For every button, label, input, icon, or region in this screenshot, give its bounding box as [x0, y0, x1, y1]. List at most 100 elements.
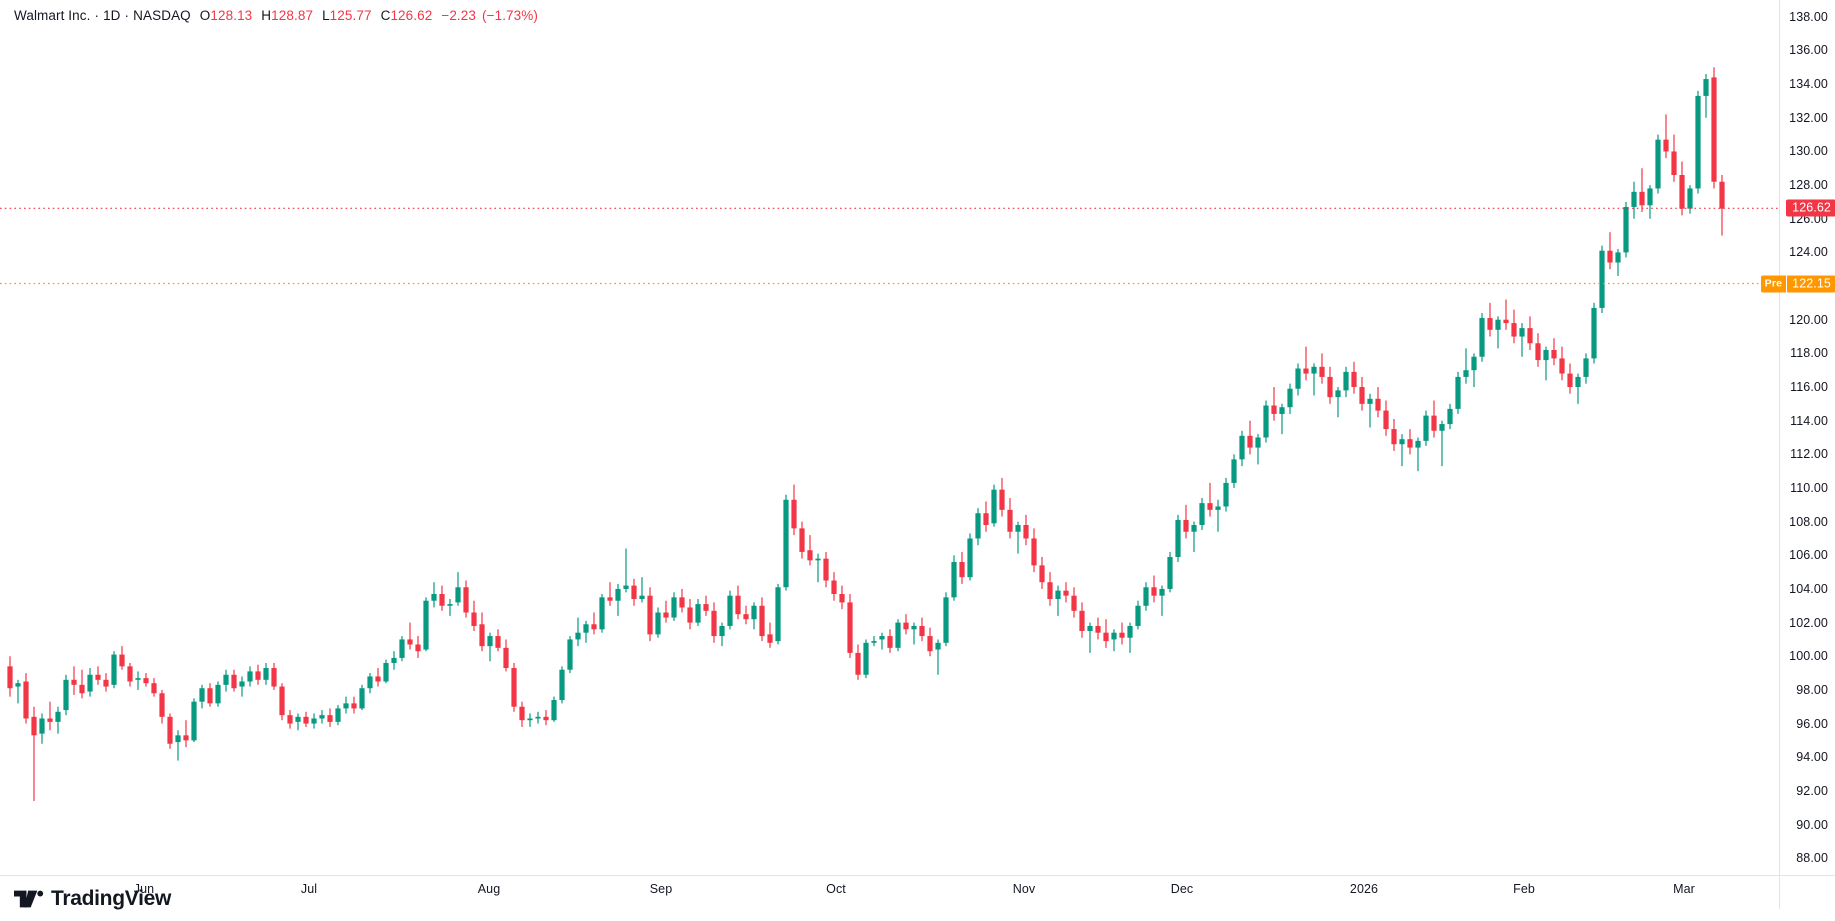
- price-scale[interactable]: 138.00 136.00 134.00 132.00 130.00 128.00 126.…: [1760, 0, 1835, 875]
- candlestick: [135, 671, 141, 690]
- candlestick: [711, 602, 717, 643]
- candlestick: [367, 673, 373, 694]
- candlestick: [143, 673, 149, 687]
- price-tick-label: 102.00: [1789, 615, 1828, 630]
- time-tick-label: Dec: [1170, 882, 1194, 896]
- candlestick: [1095, 617, 1101, 640]
- candlestick: [1703, 74, 1709, 118]
- time-scale[interactable]: Jun Jul Aug Sep Oct Nov Dec 2026 Feb Mar: [0, 875, 1779, 909]
- candlestick: [1335, 387, 1341, 418]
- candlestick: [343, 696, 349, 714]
- candlestick: [1303, 346, 1309, 381]
- candlestick: [895, 619, 901, 652]
- price-tick-label: 98.00: [1796, 682, 1828, 697]
- time-tick-label: Oct: [826, 882, 846, 896]
- candlestick: [1503, 299, 1509, 330]
- candlestick: [759, 597, 765, 642]
- candlestick: [15, 679, 21, 704]
- candlestick: [911, 622, 917, 645]
- candlestick: [1167, 551, 1173, 593]
- candlestick: [1343, 366, 1349, 398]
- chart-plot-area[interactable]: [0, 0, 1779, 875]
- candlestick: [735, 585, 741, 620]
- candlestick: [239, 676, 245, 697]
- candlestick: [783, 494, 789, 591]
- candlestick: [935, 639, 941, 675]
- candlestick: [255, 664, 261, 685]
- pre-market-value: 122.15: [1786, 275, 1835, 293]
- candlestick: [1671, 134, 1677, 182]
- candlestick: [1327, 366, 1333, 404]
- candlestick: [1495, 316, 1501, 349]
- candlestick: [511, 662, 517, 712]
- candlestick: [1655, 134, 1661, 194]
- candlestick: [975, 508, 981, 546]
- price-tick-label: 100.00: [1789, 649, 1828, 664]
- candlestick: [1407, 429, 1413, 455]
- price-tick-label: 88.00: [1796, 851, 1828, 866]
- candlestick: [359, 684, 365, 711]
- candlestick: [687, 599, 693, 630]
- candlestick: [1423, 410, 1429, 446]
- candlestick: [1055, 585, 1061, 616]
- legend-separator-1: ·: [94, 8, 100, 23]
- candlestick: [1711, 67, 1717, 189]
- candlestick: [1383, 400, 1389, 436]
- candlestick: [1031, 528, 1037, 573]
- time-tick-label: Aug: [477, 882, 501, 896]
- candlestick: [1431, 400, 1437, 438]
- candlestick: [183, 720, 189, 748]
- pre-market-price-badge[interactable]: Pre 122.15: [1760, 275, 1835, 293]
- candlestick: [1239, 430, 1245, 467]
- candlestick: [591, 612, 597, 635]
- last-price-badge[interactable]: 126.62: [1786, 199, 1835, 217]
- candlestick: [351, 696, 357, 714]
- interval-label[interactable]: 1D: [103, 8, 121, 23]
- candlestick: [1023, 514, 1029, 546]
- candlestick: [1559, 346, 1565, 381]
- open-value: 128.13: [210, 8, 253, 23]
- candlestick: [279, 683, 285, 721]
- candlestick: [423, 597, 429, 652]
- ohlc-values: O128.13 H128.87 L125.77 C126.62 −2.23 (−…: [200, 6, 544, 26]
- price-tick-label: 130.00: [1789, 144, 1828, 159]
- candlestick: [743, 605, 749, 625]
- candlestick: [1391, 418, 1397, 451]
- candlestick: [855, 644, 861, 680]
- candlestick: [1607, 232, 1613, 270]
- candlestick: [607, 582, 613, 606]
- candlestick: [1175, 514, 1181, 563]
- candlestick: [439, 585, 445, 611]
- candlestick: [1063, 582, 1069, 603]
- tradingview-brand: TradingView: [14, 886, 171, 912]
- candlestick: [415, 636, 421, 658]
- candlestick: [1687, 185, 1693, 214]
- symbol-name[interactable]: Walmart Inc.: [14, 8, 91, 23]
- candlestick: [1647, 185, 1653, 219]
- candlestick: [127, 662, 133, 687]
- candlestick: [1415, 437, 1421, 472]
- candlestick: [1447, 403, 1453, 430]
- candlestick: [631, 578, 637, 606]
- candlestick: [487, 632, 493, 662]
- candlestick: [559, 666, 565, 704]
- candlestick: [1399, 434, 1405, 467]
- candlestick: [751, 602, 757, 630]
- candlestick: [1663, 114, 1669, 159]
- candlestick: [575, 617, 581, 647]
- candlestick: [263, 662, 269, 685]
- price-tick-label: 106.00: [1789, 548, 1828, 563]
- candlestick: [1111, 629, 1117, 652]
- candlestick: [919, 617, 925, 642]
- high-key: H: [261, 8, 272, 23]
- close-key: C: [380, 8, 391, 23]
- candlestick: [775, 583, 781, 645]
- candlestick-series: [0, 67, 1779, 801]
- price-tick-label: 96.00: [1796, 716, 1828, 731]
- candlestick: [1143, 582, 1149, 611]
- candlestick: [1311, 363, 1317, 396]
- candlestick: [319, 710, 325, 724]
- price-tick-label: 110.00: [1790, 480, 1828, 495]
- candlestick: [1287, 383, 1293, 414]
- price-tick-label: 134.00: [1789, 77, 1828, 92]
